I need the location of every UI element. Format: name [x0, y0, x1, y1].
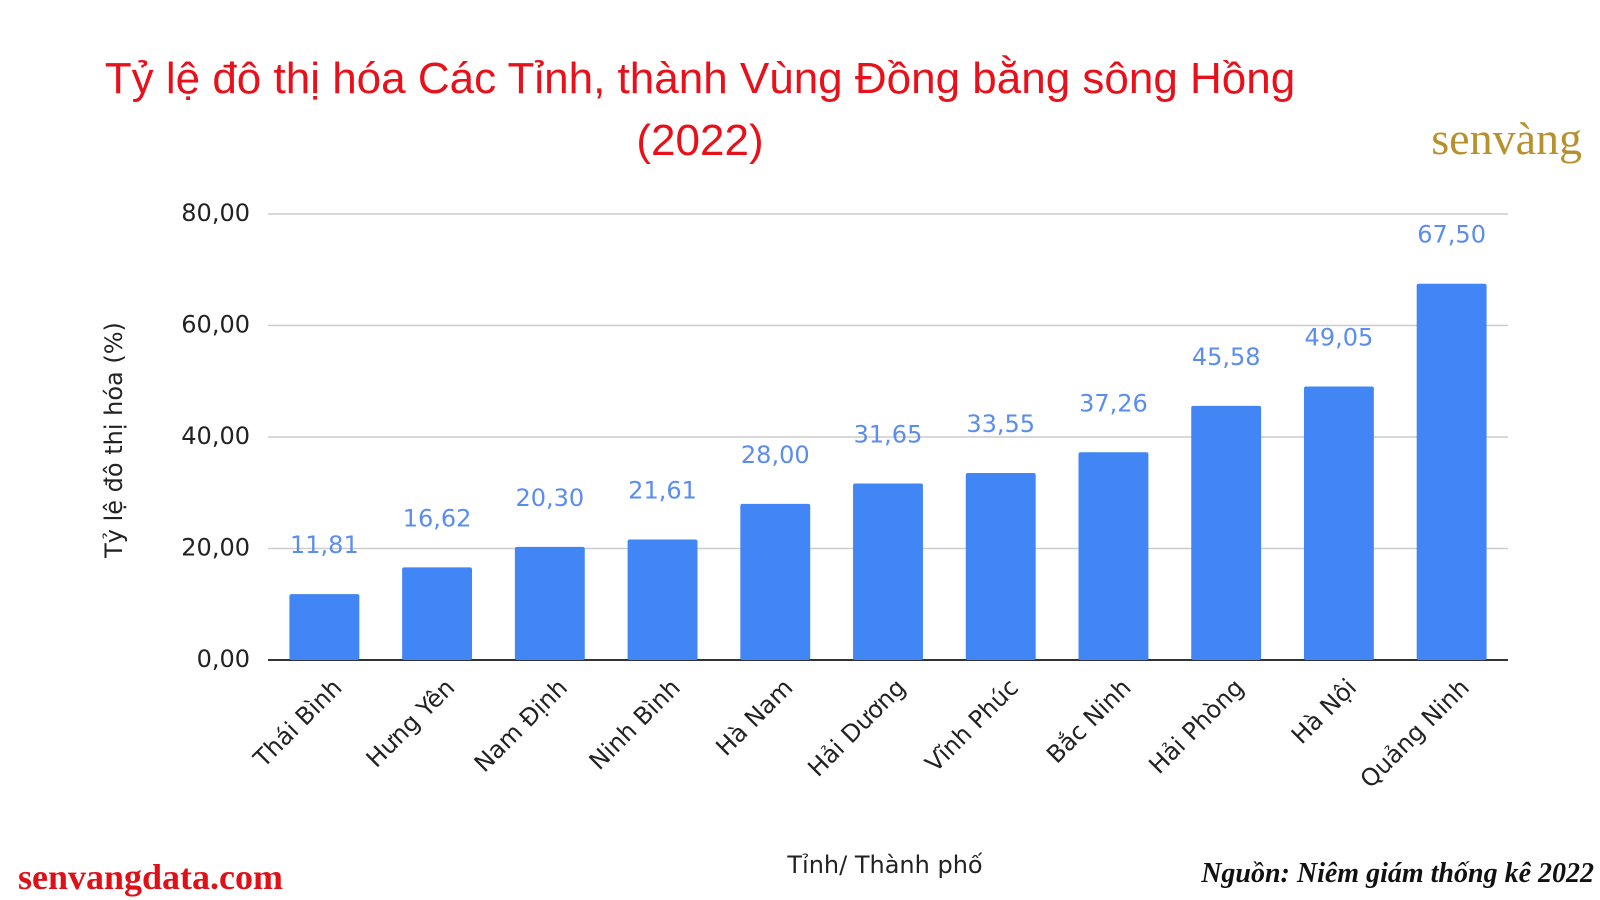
y-tick-label: 40,00: [181, 422, 250, 450]
x-tick-label: Nam Định: [469, 673, 573, 777]
site-name: senvangdata.com: [18, 857, 284, 897]
data-label: 33,55: [966, 410, 1035, 438]
y-tick-label: 80,00: [181, 199, 250, 227]
bar: [514, 546, 585, 660]
data-label: 31,65: [854, 421, 923, 449]
chart-title: Tỷ lệ đô thị hóa Các Tỉnh, thành Vùng Đồ…: [104, 54, 1296, 165]
x-tick-label: Hà Nội: [1286, 673, 1362, 749]
y-tick-label: 60,00: [181, 311, 250, 339]
logo: senvàng: [1431, 113, 1582, 164]
y-axis-label: Tỷ lệ đô thị hóa (%): [100, 322, 128, 559]
bar: [402, 567, 473, 660]
y-tick-label: 20,00: [181, 534, 250, 562]
data-label: 37,26: [1079, 389, 1148, 417]
data-label: 28,00: [741, 441, 810, 469]
bar: [1303, 386, 1374, 660]
x-tick-label: Vĩnh Phúc: [920, 673, 1024, 777]
x-tick-label: Hưng Yên: [361, 673, 461, 773]
bar: [1416, 283, 1487, 660]
x-tick-label: Hải Phòng: [1143, 673, 1249, 779]
y-tick-label: 0,00: [197, 645, 250, 673]
data-label: 49,05: [1305, 324, 1374, 352]
x-axis-label: Tỉnh/ Thành phố: [786, 851, 983, 879]
bar: [1078, 452, 1149, 660]
bar: [289, 594, 360, 660]
bar: [853, 483, 923, 660]
data-label: 45,58: [1192, 343, 1261, 371]
data-label: 21,61: [628, 477, 697, 505]
x-tick-label: Thái Bình: [248, 673, 348, 773]
x-tick-label: Hà Nam: [710, 673, 798, 761]
source-note: Nguồn: Niêm giám thống kê 2022: [1201, 858, 1594, 889]
data-label: 11,81: [290, 531, 359, 559]
data-label: 67,50: [1417, 221, 1486, 249]
data-label: 16,62: [403, 504, 472, 532]
x-tick-label: Bắc Ninh: [1040, 673, 1136, 769]
bar: [740, 503, 811, 660]
bar: [1191, 405, 1262, 660]
data-label: 20,30: [515, 484, 584, 512]
x-tick-label: Quảng Ninh: [1355, 673, 1475, 793]
x-tick-label: Hải Dương: [802, 673, 911, 782]
bar: [965, 472, 1036, 660]
x-tick-label: Ninh Bình: [584, 673, 686, 775]
bar: [627, 539, 698, 660]
